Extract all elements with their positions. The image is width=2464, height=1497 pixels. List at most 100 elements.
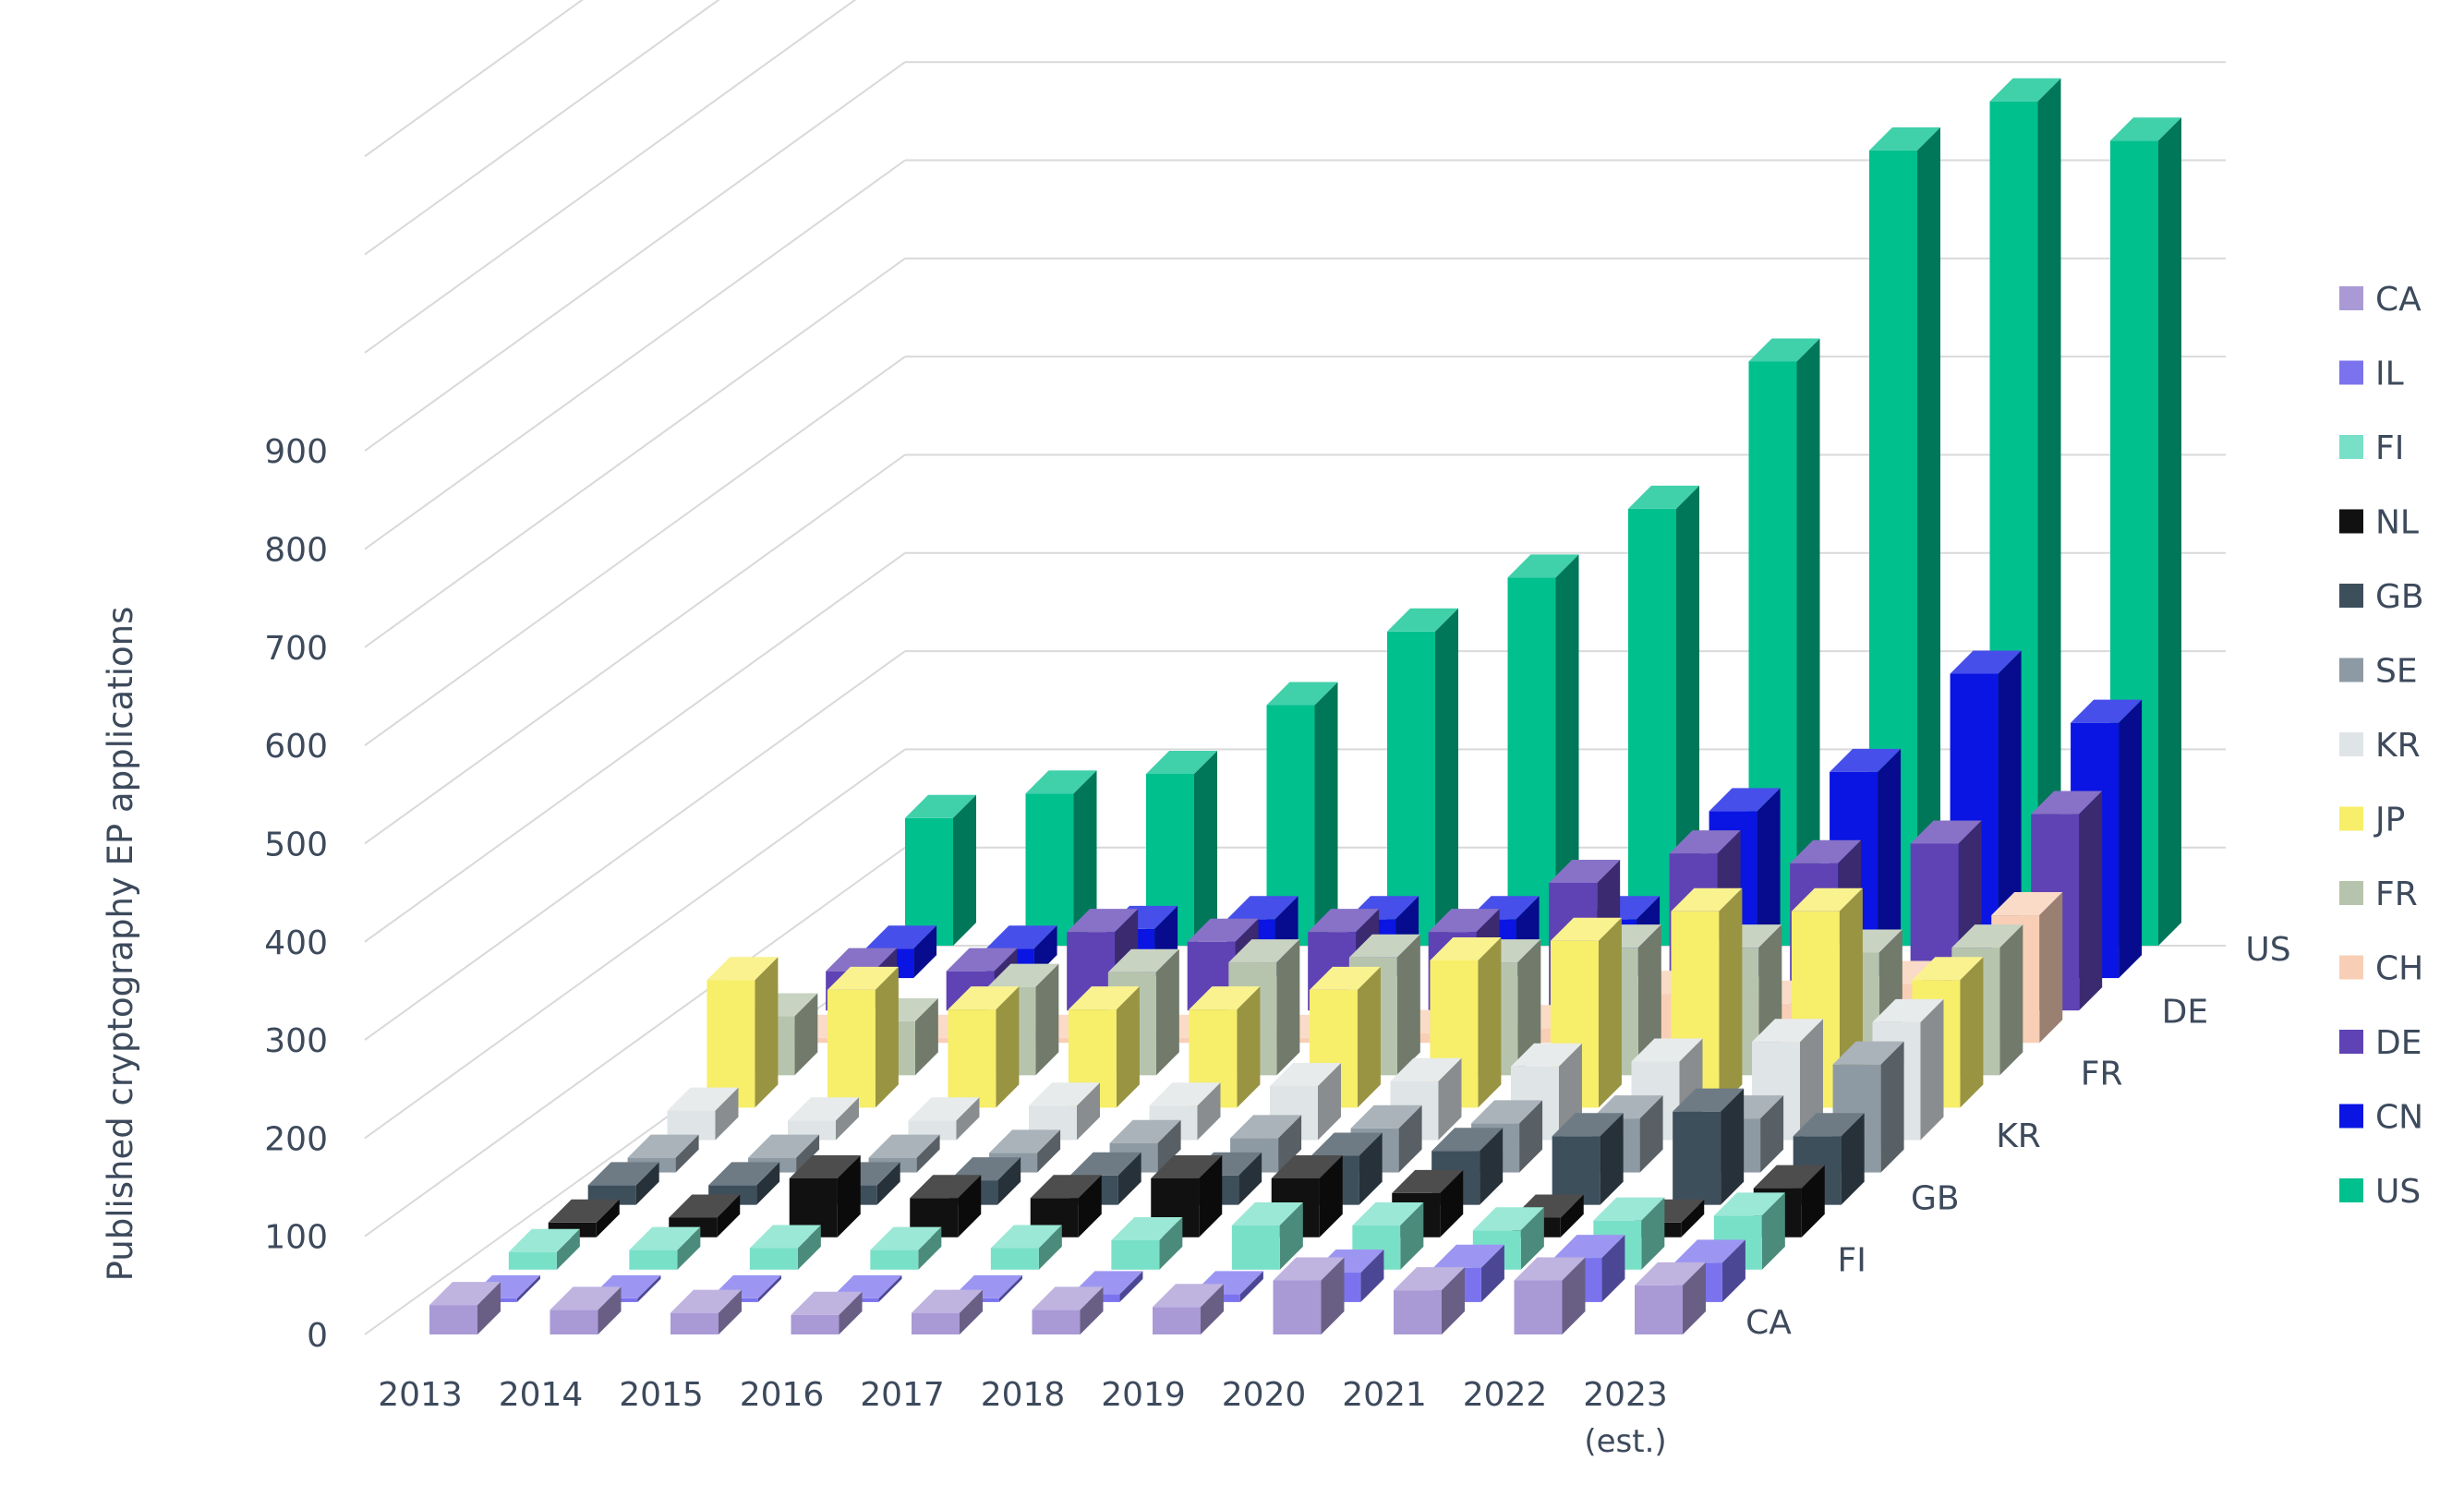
legend-swatch — [2339, 509, 2363, 534]
legend-label: US — [2375, 1173, 2421, 1211]
bar-top — [1514, 1257, 1586, 1281]
y-tick-label: 900 — [264, 433, 328, 471]
bar-side — [1438, 1057, 1462, 1141]
bar-side — [1360, 1250, 1384, 1302]
bar-side — [1038, 1225, 1062, 1270]
bar-side — [1159, 1216, 1183, 1270]
bar-side — [1116, 986, 1140, 1108]
bar-top — [1111, 1216, 1183, 1240]
legend-label: SE — [2375, 653, 2418, 691]
bar-side — [1319, 1154, 1343, 1237]
bar — [1032, 1286, 1104, 1334]
bar-side — [1478, 936, 1502, 1108]
bar-side — [1760, 1095, 1784, 1173]
bar-side — [1519, 1100, 1543, 1173]
bar-side — [837, 1154, 861, 1237]
bar-front — [707, 980, 755, 1108]
bar-top — [429, 1282, 501, 1306]
bar — [707, 957, 779, 1108]
legend-item: DE — [2339, 1024, 2422, 1062]
bar-side — [1237, 986, 1261, 1108]
legend-label: JP — [2373, 802, 2405, 839]
bar-side — [1400, 1201, 1424, 1270]
bar — [827, 966, 899, 1108]
bar-front — [912, 1312, 960, 1334]
bar-top — [1029, 1082, 1100, 1106]
legend-label: FI — [2375, 429, 2404, 467]
bar-side — [637, 1274, 661, 1302]
legend-swatch — [2339, 360, 2363, 385]
legend-item: CN — [2339, 1099, 2423, 1137]
depth-axis-label: CA — [1745, 1304, 1792, 1342]
bar-top — [1266, 682, 1338, 706]
bar-side — [998, 1274, 1022, 1302]
bar — [1151, 1154, 1223, 1237]
bar-side — [956, 1097, 980, 1141]
bar-top — [1511, 1043, 1582, 1067]
legend-item: CH — [2339, 950, 2423, 988]
depth-axis-label: FR — [2081, 1056, 2123, 1093]
gridline-diagonal — [364, 258, 906, 648]
bar-side — [1800, 1019, 1823, 1141]
bar-side — [1278, 1115, 1302, 1173]
bar-top — [1790, 839, 1862, 863]
bar-top — [1431, 1128, 1504, 1152]
bar-top — [1107, 948, 1179, 972]
bar-top — [1228, 939, 1300, 963]
gridline-diagonal — [364, 0, 584, 158]
bar — [1109, 1119, 1181, 1173]
bar-side — [1073, 770, 1097, 946]
bar-top — [1392, 1169, 1464, 1193]
bar-side — [1683, 1262, 1706, 1334]
bar-top — [1308, 909, 1380, 933]
bar-side — [997, 1157, 1021, 1205]
gridline-diagonal — [364, 159, 906, 550]
bar-front — [670, 1312, 719, 1334]
bar-top — [1950, 650, 2022, 674]
bar-side — [1796, 338, 1820, 946]
bar-side — [598, 1286, 622, 1334]
bar-top — [1309, 966, 1381, 990]
x-tick-label: 2015 — [619, 1376, 704, 1414]
bar-front — [429, 1305, 477, 1334]
depth-axis-label: GB — [1911, 1179, 1960, 1217]
y-tick-label: 600 — [264, 728, 328, 766]
legend-swatch — [2339, 1030, 2363, 1054]
bar-side — [1157, 1119, 1181, 1173]
bar-top — [708, 1162, 780, 1186]
bar-side — [1314, 682, 1338, 946]
bar-top — [1472, 1207, 1544, 1231]
bar-top — [1270, 1063, 1341, 1087]
bar-top — [1991, 892, 2063, 916]
bar-front — [948, 1009, 996, 1108]
bar-top — [1669, 830, 1741, 854]
bar-top — [788, 1097, 859, 1121]
bar-top — [1549, 859, 1621, 883]
bar — [908, 1097, 980, 1141]
bar — [670, 1289, 742, 1334]
bar-side — [757, 1274, 781, 1302]
legend-item: GB — [2339, 578, 2424, 616]
bar-side — [1357, 966, 1381, 1108]
y-tick-label: 400 — [264, 924, 328, 962]
bar — [1752, 1019, 1823, 1141]
bar — [587, 1162, 659, 1205]
bar-top — [550, 1286, 622, 1310]
bar-side — [1435, 608, 1458, 946]
bar-top — [1989, 78, 2061, 102]
bar-top — [1146, 750, 1217, 774]
bar-front — [1231, 1225, 1280, 1270]
bar-front — [1025, 793, 1074, 946]
bar — [667, 1087, 739, 1141]
bar-side — [839, 1291, 863, 1334]
bar-top — [1671, 887, 1743, 911]
axis-layer: Published cryptography EP applications 0… — [101, 433, 1668, 1460]
bar-top — [587, 1162, 659, 1186]
bar-top — [1352, 1201, 1424, 1225]
bar-top — [1187, 918, 1259, 942]
bar — [791, 1291, 863, 1334]
bar-front — [1032, 1310, 1081, 1334]
bar-top — [949, 1157, 1021, 1181]
bar-top — [1631, 1038, 1703, 1062]
bar-top — [2071, 699, 2143, 723]
